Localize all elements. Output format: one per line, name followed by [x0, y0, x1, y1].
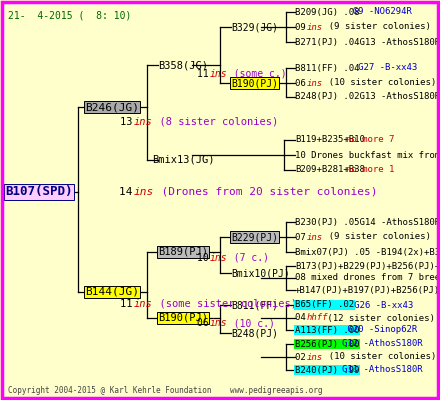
Text: B119+B235+B10: B119+B235+B10	[295, 136, 365, 144]
Text: B144(JG): B144(JG)	[85, 287, 139, 297]
Text: (10 sister colonies): (10 sister colonies)	[319, 352, 436, 362]
Text: ins: ins	[209, 253, 227, 263]
Text: ins: ins	[133, 117, 152, 127]
Text: 10: 10	[197, 253, 215, 263]
Text: B209+B281+B38: B209+B281+B38	[295, 166, 365, 174]
Text: B271(PJ) .04G13 -AthosS180R: B271(PJ) .04G13 -AthosS180R	[295, 38, 440, 46]
Text: (some c.): (some c.)	[222, 69, 287, 79]
Text: ins: ins	[307, 352, 323, 362]
Text: 21-  4-2015 (  8: 10): 21- 4-2015 ( 8: 10)	[8, 10, 132, 20]
Text: B811(FF): B811(FF)	[231, 300, 278, 310]
Text: B190(PJ): B190(PJ)	[158, 313, 208, 323]
Text: 08 mixed drones from 7 breeder col.: 08 mixed drones from 7 breeder col.	[295, 274, 440, 282]
Text: no more 7: no more 7	[346, 136, 394, 144]
Text: ins: ins	[307, 232, 323, 242]
Text: ins: ins	[133, 299, 152, 309]
Text: G12 -AthosS180R: G12 -AthosS180R	[342, 340, 422, 348]
Text: (7 c.): (7 c.)	[222, 253, 269, 263]
Text: (9 sister colonies): (9 sister colonies)	[319, 232, 431, 242]
Text: (10 sister colonies): (10 sister colonies)	[319, 78, 436, 88]
Text: B229(PJ): B229(PJ)	[231, 232, 278, 242]
Text: G9 -NO6294R: G9 -NO6294R	[342, 8, 412, 16]
Text: no more 1: no more 1	[346, 166, 394, 174]
Text: 06: 06	[197, 318, 215, 328]
Text: (8 sister colonies): (8 sister colonies)	[147, 117, 278, 127]
Text: 04: 04	[295, 314, 311, 322]
Text: B230(PJ) .05G14 -AthosS180R: B230(PJ) .05G14 -AthosS180R	[295, 218, 440, 226]
Text: B240(PJ) .99: B240(PJ) .99	[295, 366, 359, 374]
Text: 10 Drones buckfast mix from 8 breeder colonies: 10 Drones buckfast mix from 8 breeder co…	[295, 150, 440, 160]
Text: (Drones from 20 sister colonies): (Drones from 20 sister colonies)	[148, 187, 378, 197]
Text: B173(PJ)+B229(PJ)+B256(PJ)+B...: B173(PJ)+B229(PJ)+B256(PJ)+B...	[295, 262, 440, 270]
Text: B246(JG): B246(JG)	[85, 102, 139, 112]
Text: (10 c.): (10 c.)	[222, 318, 275, 328]
Text: B107(SPD): B107(SPD)	[5, 186, 73, 198]
Text: B248(PJ): B248(PJ)	[231, 328, 278, 338]
Text: ins: ins	[307, 22, 323, 32]
Text: 06: 06	[295, 78, 311, 88]
Text: B329(JG): B329(JG)	[231, 22, 278, 32]
Text: B65(FF) .02: B65(FF) .02	[295, 300, 354, 310]
Text: G11 -AthosS180R: G11 -AthosS180R	[342, 366, 422, 374]
Text: +B147(PJ)+B197(PJ)+B256(PJ): +B147(PJ)+B197(PJ)+B256(PJ)	[295, 286, 440, 294]
Text: ins: ins	[133, 187, 154, 197]
Text: 07: 07	[295, 232, 311, 242]
Text: 02: 02	[295, 352, 311, 362]
Text: B190(PJ): B190(PJ)	[231, 78, 278, 88]
Text: B189(PJ): B189(PJ)	[158, 247, 208, 257]
Text: 14: 14	[119, 187, 139, 197]
Text: ins: ins	[307, 78, 323, 88]
Text: 09: 09	[295, 22, 311, 32]
Text: G20 -Sinop62R: G20 -Sinop62R	[342, 326, 417, 334]
Text: 13: 13	[120, 117, 139, 127]
Text: ins: ins	[209, 318, 227, 328]
Text: B248(PJ) .02G13 -AthosS180R: B248(PJ) .02G13 -AthosS180R	[295, 92, 440, 102]
Text: B256(PJ) .00: B256(PJ) .00	[295, 340, 359, 348]
Text: Bmix10(PJ): Bmix10(PJ)	[231, 268, 290, 278]
Text: Bmix13(JG): Bmix13(JG)	[152, 155, 215, 165]
Text: G26 -B-xx43: G26 -B-xx43	[338, 300, 413, 310]
Text: B358(JG): B358(JG)	[158, 60, 208, 70]
Text: A113(FF) .00: A113(FF) .00	[295, 326, 359, 334]
Text: (some sister colonies): (some sister colonies)	[147, 299, 297, 309]
Text: B811(FF) .04: B811(FF) .04	[295, 64, 359, 72]
Text: hhff: hhff	[307, 314, 328, 322]
Text: Bmix07(PJ) .05 -B194(2x)+B3: Bmix07(PJ) .05 -B194(2x)+B3	[295, 248, 440, 256]
Text: B209(JG) .08: B209(JG) .08	[295, 8, 359, 16]
Text: 11: 11	[197, 69, 215, 79]
Text: (9 sister colonies): (9 sister colonies)	[319, 22, 431, 32]
Text: ins: ins	[209, 69, 227, 79]
Text: 11: 11	[120, 299, 139, 309]
Text: Copyright 2004-2015 @ Karl Kehrle Foundation    www.pedigreeapis.org: Copyright 2004-2015 @ Karl Kehrle Founda…	[8, 386, 323, 395]
Text: G27 -B-xx43: G27 -B-xx43	[342, 64, 417, 72]
Text: (12 sister colonies): (12 sister colonies)	[322, 314, 435, 322]
